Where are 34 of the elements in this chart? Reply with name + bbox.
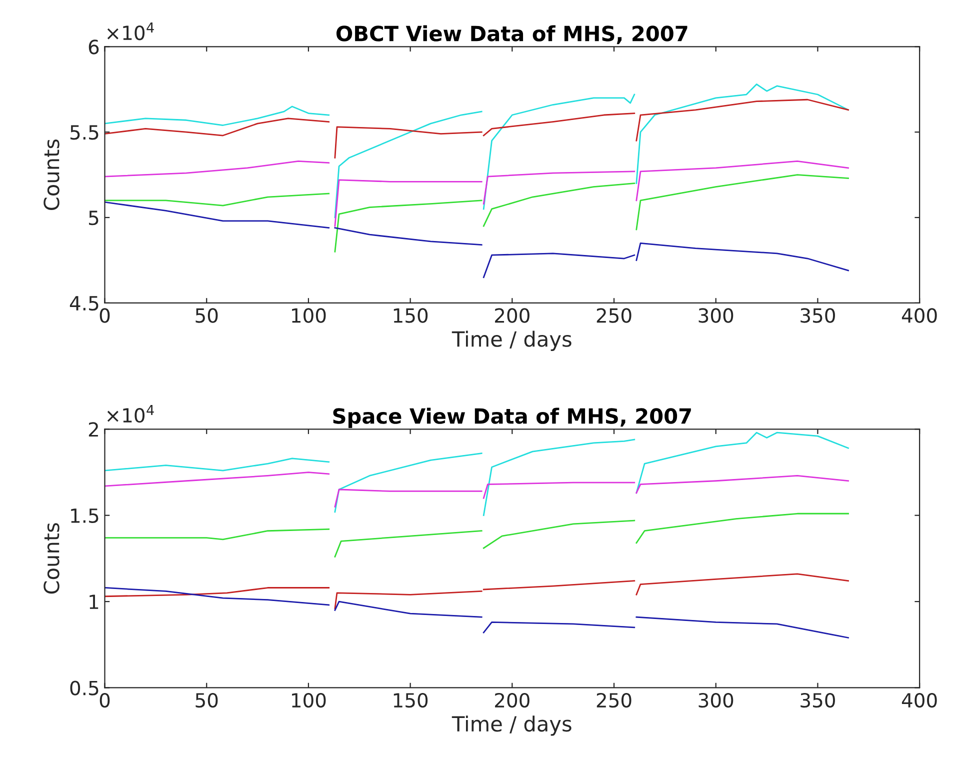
- x-tick-label: 400: [902, 308, 937, 323]
- x-tick-label: 0: [100, 692, 110, 708]
- chart-title: OBCT View Data of MHS, 2007: [336, 25, 688, 44]
- x-tick-label: 300: [698, 308, 734, 323]
- x-tick-label: 400: [902, 692, 937, 708]
- y-tick-label: 1: [90, 594, 98, 609]
- x-tick-label: 250: [596, 692, 632, 708]
- x-axis-title: Time / days: [452, 716, 572, 736]
- x-tick-label: 300: [698, 692, 734, 708]
- y-tick-label: 6: [88, 40, 99, 54]
- text: ×10$^{4}$: [107, 405, 154, 423]
- y-axis-title: Counts: [44, 139, 60, 210]
- y-tick-label: 1.5: [71, 508, 98, 524]
- x-tick-label: 150: [394, 308, 428, 323]
- y-tick-label: 5.5: [70, 125, 98, 140]
- y-tick-label: 0.5: [70, 680, 98, 696]
- chart-title: Space View Data of MHS, 2007: [333, 408, 691, 428]
- x-tick-label: 50: [196, 692, 218, 708]
- text: ×10$^{4}$: [107, 22, 154, 40]
- x-tick-label: 350: [800, 692, 835, 708]
- x-tick-label: 200: [495, 692, 530, 708]
- x-tick-label: 100: [292, 308, 326, 323]
- x-axis-title: Time / days: [452, 330, 572, 351]
- y-axis-title: Counts: [44, 523, 60, 594]
- x-tick-label: 100: [292, 692, 326, 708]
- y-tick-label: 5: [89, 210, 98, 226]
- x-tick-label: 200: [495, 308, 530, 323]
- y-tick-label: 2: [88, 422, 98, 437]
- x-tick-label: 150: [394, 692, 428, 708]
- y-tick-label: 4.5: [70, 296, 98, 311]
- x-tick-label: 350: [800, 308, 835, 323]
- x-tick-label: 0: [100, 308, 110, 323]
- x-tick-label: 250: [596, 308, 632, 323]
- x-tick-label: 50: [196, 308, 218, 323]
